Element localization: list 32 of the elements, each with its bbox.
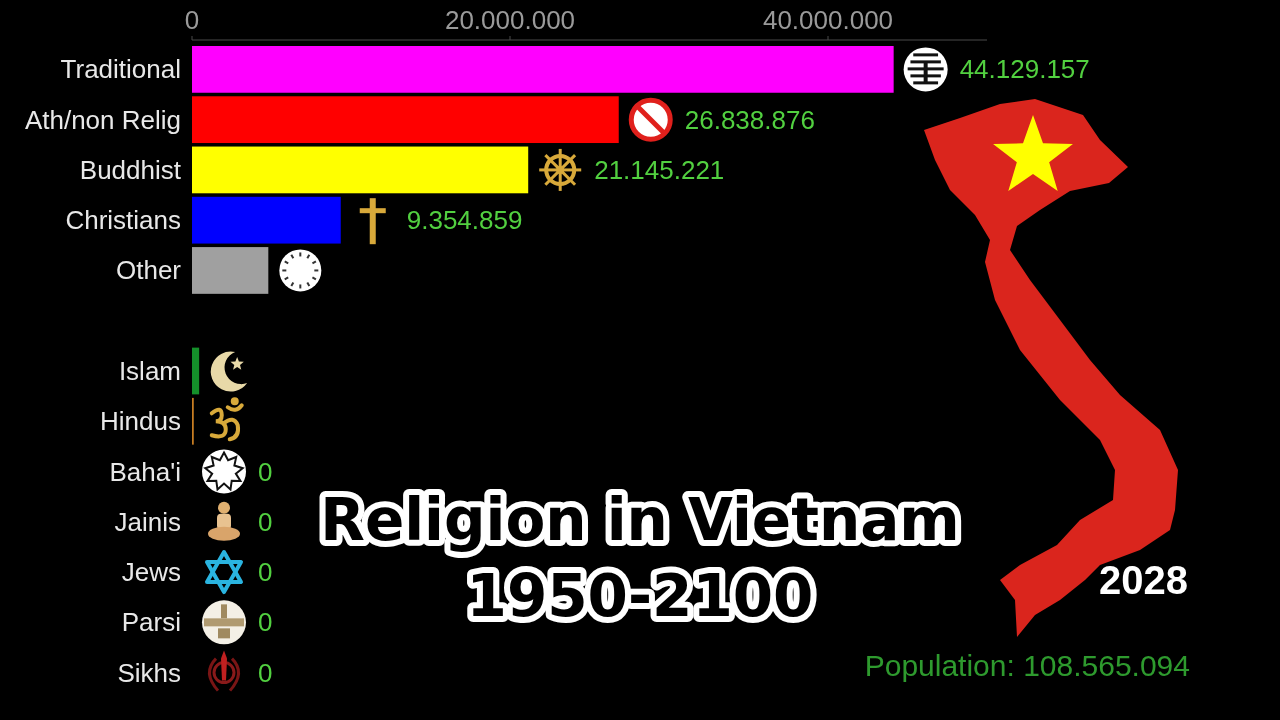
x-tick-label: 40.000.000	[762, 5, 894, 35]
annotation: Population: 108.565.094	[864, 649, 1190, 682]
bar	[192, 347, 200, 395]
data-label: 0	[258, 506, 273, 537]
y-tick-label: Sikhs	[117, 657, 181, 688]
data-label: 26.838.876	[684, 104, 815, 135]
bar	[192, 96, 619, 144]
data-label: 0	[258, 456, 273, 487]
y-tick-label: Jews	[121, 557, 181, 588]
bar	[192, 46, 894, 93]
y-tick-label: Buddhist	[79, 154, 182, 185]
y-tick-label: Traditional	[60, 54, 181, 85]
y-tick-label: Parsi	[121, 607, 181, 638]
text: 2028	[1099, 558, 1188, 602]
x-tick-label: 20.000.000	[444, 5, 576, 35]
y-tick-label: Ath/non Relig	[24, 104, 181, 135]
data-label: 0	[258, 557, 273, 588]
y-tick-label: Christians	[65, 205, 181, 236]
x-tick-label: 0	[184, 5, 200, 35]
data-label: 0	[258, 607, 273, 638]
data-label: 21.145.221	[594, 154, 725, 185]
y-tick-label: Jainis	[114, 506, 181, 537]
data-label: 9.354.859	[406, 205, 523, 236]
y-tick-label: Hindus	[100, 406, 181, 437]
y-tick-label: Other	[115, 255, 182, 286]
y-tick-label: Baha'i	[109, 456, 181, 487]
bar	[192, 146, 529, 194]
y-tick-label: Islam	[118, 356, 181, 386]
bar	[192, 196, 341, 244]
data-label: 44.129.157	[959, 54, 1090, 85]
bar	[192, 247, 269, 294]
data-label: 0	[258, 657, 273, 688]
